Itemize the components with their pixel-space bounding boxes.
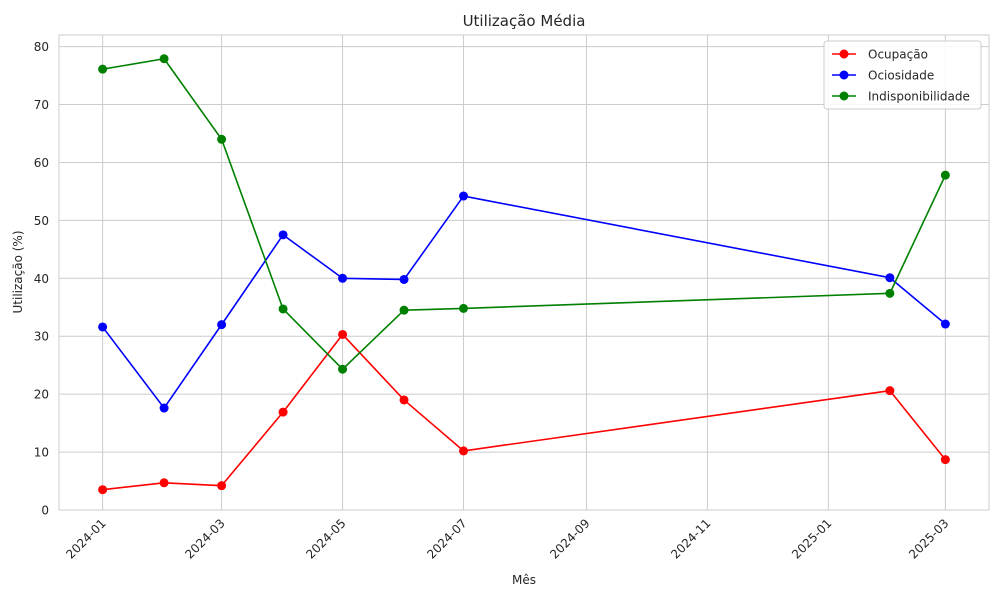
series-line-ocupacao [102, 333, 947, 491]
series-indisponibilidade [98, 54, 950, 374]
data-point-ociosidade [459, 191, 469, 201]
data-point-ociosidade [159, 403, 169, 413]
plot-area-frame [58, 34, 990, 511]
chart-title: Utilização Média [463, 12, 586, 30]
x-tick-label: 2024-09 [547, 516, 592, 561]
data-point-indisponibilidade [940, 170, 950, 180]
data-point-ocupacao [159, 478, 169, 488]
x-axis-label: Mês [512, 573, 536, 587]
data-point-indisponibilidade [217, 134, 227, 144]
data-point-indisponibilidade [278, 304, 288, 314]
y-tick-label: 60 [34, 156, 49, 170]
data-point-ociosidade [940, 319, 950, 329]
data-point-ociosidade [98, 322, 108, 332]
data-point-ociosidade [399, 274, 409, 284]
legend-label-ocupacao: Ocupação [868, 48, 928, 62]
x-tick-label: 2024-11 [668, 516, 713, 561]
data-point-ocupacao [98, 485, 108, 495]
series-layer [98, 54, 950, 495]
x-tick-label: 2025-01 [789, 516, 834, 561]
data-point-indisponibilidade [399, 305, 409, 315]
legend-item-ocupacao: Ocupação [832, 48, 928, 62]
data-point-ociosidade [338, 273, 348, 283]
data-point-indisponibilidade [885, 288, 895, 298]
data-point-ocupacao [338, 329, 348, 339]
data-point-ocupacao [459, 446, 469, 456]
x-tick-label: 2024-07 [424, 516, 469, 561]
y-axis-label: Utilização (%) [11, 230, 25, 313]
data-point-ocupacao [940, 455, 950, 465]
legend-marker-indisponibilidade [839, 91, 849, 101]
data-point-ocupacao [885, 386, 895, 396]
legend-label-indisponibilidade: Indisponibilidade [868, 90, 970, 104]
data-point-ocupacao [399, 395, 409, 405]
x-tick-label: 2024-03 [182, 516, 227, 561]
x-tick-label: 2025-03 [906, 516, 951, 561]
series-line-indisponibilidade [102, 57, 947, 371]
x-tick-label: 2024-01 [63, 516, 108, 561]
data-point-ocupacao [278, 407, 288, 417]
legend: Ocupação Ociosidade Indisponibilidade [823, 40, 982, 110]
y-tick-label: 70 [34, 98, 49, 112]
data-point-ociosidade [278, 230, 288, 240]
legend-item-indisponibilidade: Indisponibilidade [832, 90, 970, 104]
data-point-indisponibilidade [159, 54, 169, 64]
y-tick-label: 50 [34, 214, 49, 228]
legend-marker-ociosidade [839, 70, 849, 80]
y-tick-label: 30 [34, 330, 49, 344]
y-tick-label: 20 [34, 388, 49, 402]
legend-box [823, 40, 982, 110]
y-tick-label: 0 [41, 504, 49, 518]
legend-label-ociosidade: Ociosidade [868, 69, 934, 83]
y-tick-label: 40 [34, 272, 49, 286]
grid-lines [59, 35, 989, 511]
series-ocupacao [98, 329, 950, 495]
data-point-indisponibilidade [459, 303, 469, 313]
data-point-indisponibilidade [98, 64, 108, 74]
x-tick-label: 2024-05 [303, 516, 348, 561]
series-line-ociosidade [101, 195, 946, 409]
legend-item-ociosidade: Ociosidade [832, 69, 934, 83]
y-tick-label: 10 [34, 446, 49, 460]
series-ociosidade [98, 191, 950, 413]
data-point-ocupacao [217, 481, 227, 491]
data-point-ociosidade [885, 273, 895, 283]
data-point-ociosidade [217, 320, 227, 330]
y-tick-label: 80 [34, 40, 49, 54]
legend-marker-ocupacao [839, 49, 849, 59]
data-point-indisponibilidade [338, 364, 348, 374]
